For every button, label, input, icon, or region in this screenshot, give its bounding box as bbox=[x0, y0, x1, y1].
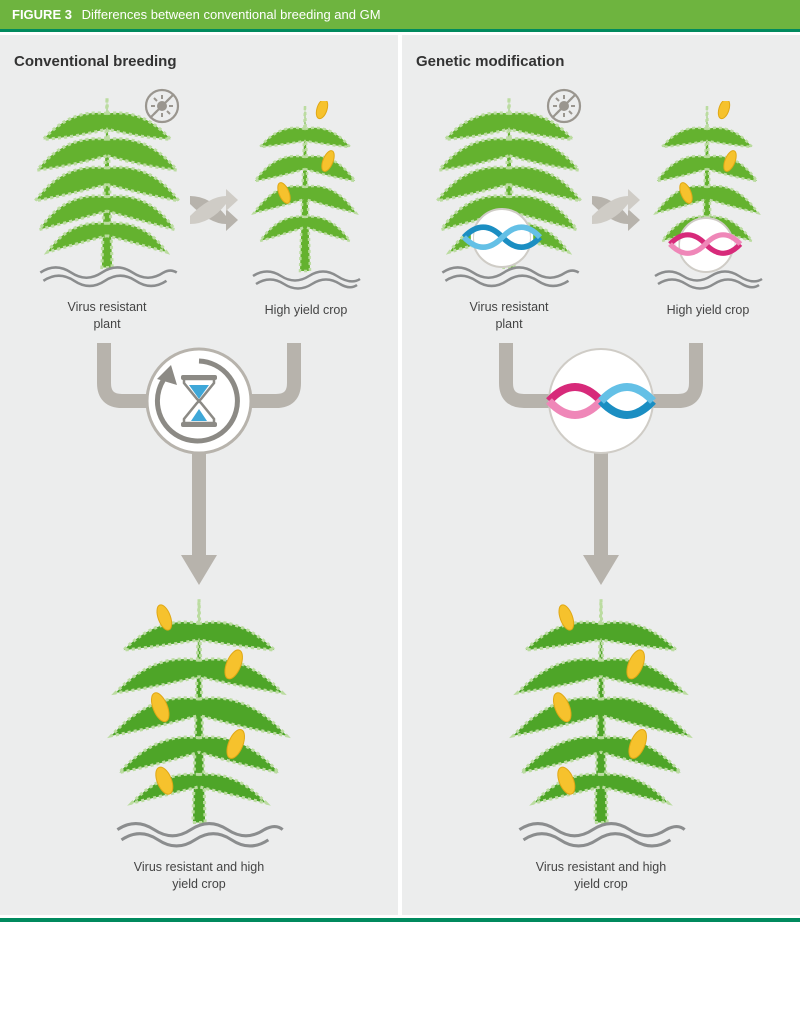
plant-b-label-gm: High yield crop bbox=[648, 302, 768, 319]
figure-title: Differences between conventional breedin… bbox=[82, 7, 381, 22]
top-row-conventional: Virus resistantplant High yield crop bbox=[14, 88, 384, 333]
result-label-gm: Virus resistant and highyield crop bbox=[416, 859, 786, 893]
dna-pink-icon bbox=[664, 217, 748, 273]
plant-b-label-conv: High yield crop bbox=[246, 302, 366, 319]
no-virus-icon bbox=[144, 88, 180, 124]
panel-heading-conventional: Conventional breeding bbox=[14, 53, 384, 70]
figure-container: FIGURE 3 Differences between conventiona… bbox=[0, 0, 800, 922]
cross-arrows-icon bbox=[188, 188, 240, 232]
top-row-gm: Virus resistantplant High yield cro bbox=[416, 88, 786, 333]
no-virus-icon bbox=[546, 88, 582, 124]
result-plant-icon bbox=[501, 593, 701, 848]
panel-heading-gm: Genetic modification bbox=[416, 53, 786, 70]
result-label-conv: Virus resistant and highyield crop bbox=[14, 859, 384, 893]
merge-process-conv bbox=[49, 333, 349, 593]
merge-process-gm bbox=[451, 333, 751, 593]
plant-a-label-gm: Virus resistantplant bbox=[434, 299, 584, 333]
plant-high-yield-gm: High yield crop bbox=[648, 101, 768, 319]
figure-title-bar: FIGURE 3 Differences between conventiona… bbox=[0, 0, 800, 32]
corn-plant-icon bbox=[246, 101, 366, 291]
figure-number: FIGURE 3 bbox=[12, 7, 72, 22]
panel-conventional: Conventional breeding Virus resistantpla… bbox=[0, 35, 398, 915]
cross-arrows-icon bbox=[590, 188, 642, 232]
plant-virus-resistant-conv: Virus resistantplant bbox=[32, 88, 182, 333]
bottom-accent-bar bbox=[0, 918, 800, 922]
result-conv: Virus resistant and highyield crop bbox=[14, 593, 384, 893]
plant-a-label-conv: Virus resistantplant bbox=[32, 299, 182, 333]
plant-high-yield-conv: High yield crop bbox=[246, 101, 366, 319]
panels-row: Conventional breeding Virus resistantpla… bbox=[0, 32, 800, 918]
result-plant-icon bbox=[99, 593, 299, 848]
panel-gm: Genetic modification Virus resista bbox=[402, 35, 800, 915]
dna-blue-icon bbox=[456, 208, 548, 268]
plant-virus-resistant-gm: Virus resistantplant bbox=[434, 88, 584, 333]
result-gm: Virus resistant and highyield crop bbox=[416, 593, 786, 893]
